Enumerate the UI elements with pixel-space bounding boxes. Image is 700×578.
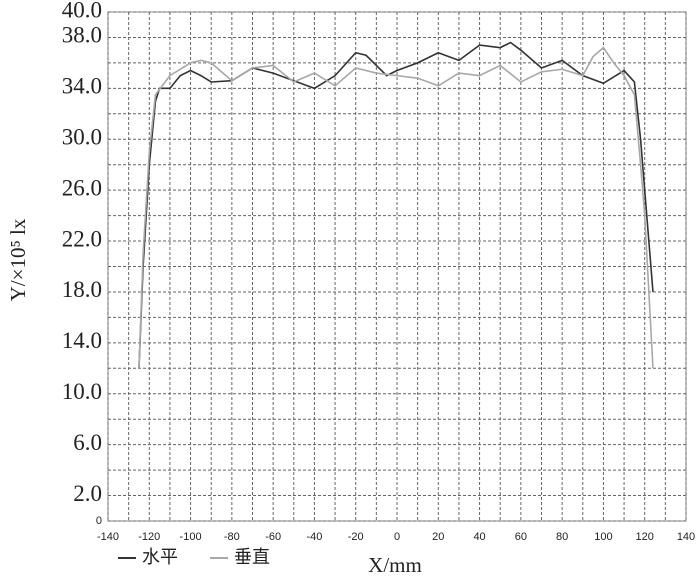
x-tick-label: -40 — [306, 531, 322, 543]
y-tick-label: 18.0 — [62, 277, 102, 302]
series-line — [138, 41, 654, 369]
x-tick-label: 80 — [556, 531, 568, 543]
x-tick-label: 40 — [473, 531, 485, 543]
y-tick-label: 14.0 — [62, 328, 102, 353]
y-tick-label: 10.0 — [62, 379, 102, 404]
y-tick-label: 2.0 — [73, 481, 102, 506]
x-tick-label: 20 — [432, 531, 444, 543]
x-tick-label: -80 — [224, 531, 240, 543]
x-tick-label: -140 — [97, 531, 119, 543]
x-tick-label: -100 — [180, 531, 202, 543]
y-tick-label: 6.0 — [73, 430, 102, 455]
y-tick-label: 40.0 — [62, 0, 102, 22]
y-tick-label: 26.0 — [62, 175, 102, 200]
y-tick-label: 30.0 — [62, 125, 102, 150]
y-tick-label: 0 — [96, 515, 102, 527]
x-tick-label: -120 — [138, 531, 160, 543]
x-axis-label: X/mm — [368, 553, 422, 577]
series-line — [138, 46, 654, 369]
x-tick-label: 60 — [515, 531, 527, 543]
x-tick-label: -60 — [265, 531, 281, 543]
legend-label: 垂直 — [234, 547, 270, 568]
x-tick-label: 120 — [636, 531, 654, 543]
y-tick-label: 34.0 — [62, 74, 102, 99]
y-tick-label: 38.0 — [62, 23, 102, 48]
x-tick-label: 0 — [394, 531, 400, 543]
legend-label: 水平 — [142, 547, 178, 568]
x-tick-label: -20 — [348, 531, 364, 543]
y-axis-label: Y/×10⁵ lx — [6, 218, 30, 301]
x-tick-label: 100 — [594, 531, 612, 543]
x-tick-label: 140 — [677, 531, 695, 543]
y-tick-label: 22.0 — [62, 226, 102, 251]
